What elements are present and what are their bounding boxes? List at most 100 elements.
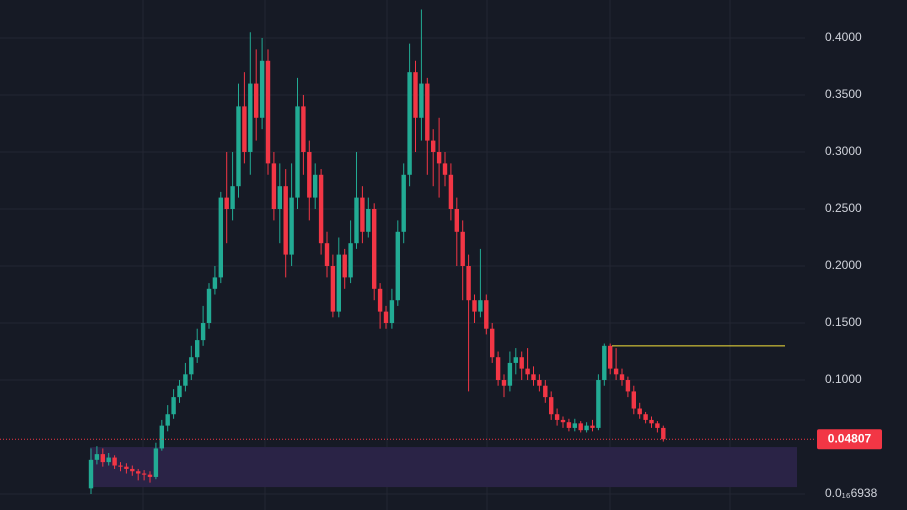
y-tick-label: 0.3000 (825, 144, 862, 158)
candle-body (525, 368, 530, 375)
candle-body (354, 197, 359, 244)
candle-body (183, 374, 188, 386)
candle-body (348, 243, 353, 278)
candle-body (313, 174, 318, 198)
candle-body (324, 243, 330, 267)
y-tick-label: 0.4000 (825, 30, 862, 44)
candle-body (342, 254, 347, 278)
candle-body (578, 423, 583, 431)
candle-body (118, 465, 123, 467)
candle-body (330, 266, 336, 312)
candle-body (259, 60, 265, 118)
y-tick-label: 0.2000 (825, 258, 862, 272)
candle-body (165, 414, 170, 426)
candle-body (141, 473, 147, 475)
candle-body (336, 254, 341, 312)
candle-body (507, 362, 513, 386)
candle-body (189, 357, 194, 375)
candle-body (159, 425, 164, 449)
candle-body (625, 380, 631, 392)
candle-body (383, 311, 389, 324)
candle-body (631, 391, 636, 409)
candle-body (106, 457, 111, 463)
candle-body (584, 425, 589, 431)
candle-body (366, 208, 371, 232)
candle-body (472, 300, 477, 312)
candle-body (484, 300, 489, 329)
candle-body (200, 323, 206, 341)
candle-body (377, 288, 383, 312)
candle-body (407, 72, 412, 175)
candle-body (442, 163, 448, 175)
candle-body (572, 423, 577, 428)
candle-body (389, 300, 395, 324)
candle-body (147, 474, 153, 477)
candle-body (602, 345, 607, 381)
candle-body (495, 357, 501, 381)
candle-body (513, 357, 518, 363)
candle-body (195, 340, 200, 358)
y-tick-label: 0.2500 (825, 201, 862, 215)
candle-body (448, 174, 454, 209)
y-tick-label: 0.1000 (825, 372, 862, 386)
candle-body (112, 457, 117, 466)
candle-body (531, 374, 536, 381)
candle-body (271, 163, 277, 209)
candle-body (413, 72, 418, 118)
candle-body (136, 471, 141, 474)
candle-body (277, 186, 282, 209)
candle-body (460, 231, 465, 267)
candle-body (549, 397, 554, 415)
candle-body (431, 140, 436, 152)
y-tick-label: 0.1500 (825, 315, 862, 329)
candle-body (501, 380, 507, 386)
candle-body (153, 448, 159, 477)
candle-body (372, 208, 377, 289)
candle-body (130, 468, 135, 472)
candle-body (613, 368, 619, 375)
candle-body (124, 466, 129, 469)
zone (90, 447, 797, 488)
candle-body (454, 208, 459, 232)
candle-body (94, 454, 100, 460)
candle-body (466, 266, 471, 301)
candle-body (254, 83, 259, 118)
candle-body (218, 197, 223, 278)
vertical-grid (142, 0, 731, 510)
candle-body (419, 83, 424, 118)
candle-body (537, 380, 542, 386)
candle-body (289, 197, 294, 255)
candle-body (206, 288, 212, 324)
candle-body (318, 174, 324, 244)
candle-body (224, 197, 229, 209)
candle-body (301, 106, 306, 152)
candle-body (425, 83, 430, 141)
candle-body (661, 427, 666, 440)
candle-body (637, 408, 642, 415)
candle-body (643, 414, 648, 420)
candle-body (519, 357, 524, 369)
candle-body (177, 385, 182, 398)
candle-body (295, 106, 300, 198)
candle-body (242, 106, 247, 152)
candle-body (248, 83, 253, 152)
candle-body (649, 419, 654, 424)
last-price-box (817, 429, 882, 450)
candle-body (590, 425, 595, 428)
candle-body (436, 151, 442, 164)
candle-body (395, 231, 400, 301)
candle-body (596, 380, 601, 428)
y-tick-label: 0.0₁₆6938 (825, 486, 878, 500)
candle-body (283, 186, 288, 255)
candle-body (230, 186, 235, 209)
candle-body (307, 151, 312, 198)
candle-body (566, 422, 572, 428)
candle-body (543, 385, 548, 398)
candle-body (212, 277, 218, 289)
candle-body (560, 419, 566, 423)
candle-body (265, 60, 271, 164)
candle-body (100, 454, 105, 463)
candle-body (655, 423, 660, 428)
